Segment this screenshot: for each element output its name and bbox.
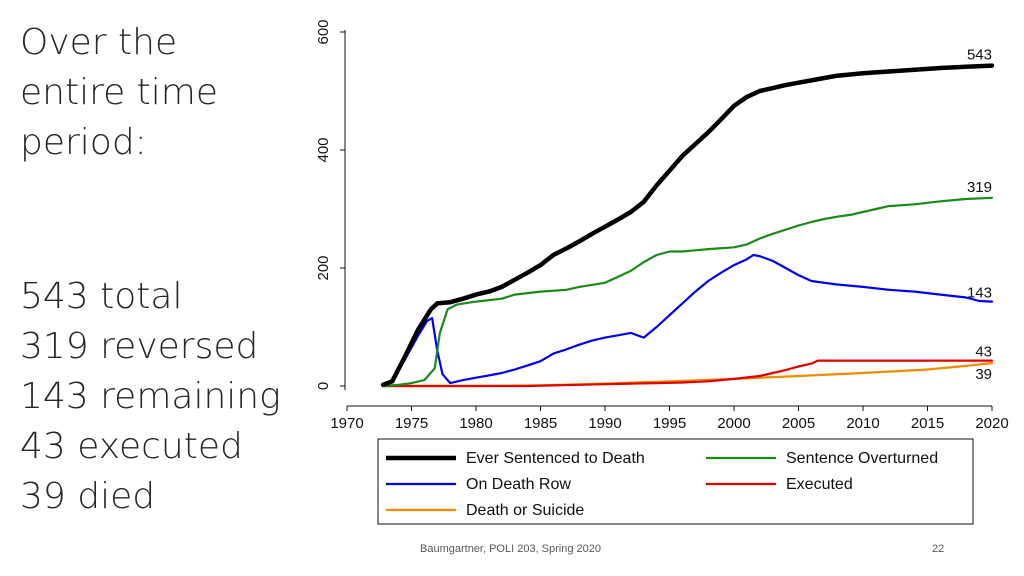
summary-list: 543 total 319 reversed 143 remaining 43 …	[20, 272, 281, 522]
y-tick-label: 400	[315, 137, 332, 162]
legend-box	[377, 438, 974, 525]
page-number: 22	[932, 543, 945, 555]
legend-label: Ever Sentenced to Death	[466, 450, 645, 467]
chart-lines	[380, 63, 995, 388]
x-tick-label: 2000	[717, 415, 750, 432]
legend-label: Executed	[786, 476, 853, 493]
series-end-label: 543	[967, 47, 992, 64]
death-sentence-line-chart: 0 200 400 600 1970 1975 1980 1985 1990 1995 2000 20…	[315, 20, 1009, 525]
series-line-executed	[381, 359, 994, 388]
x-tick-label: 2010	[846, 415, 879, 432]
footer-credit: Baumgartner, POLI 203, Spring 2020	[420, 543, 602, 555]
heading-line: entire time	[20, 72, 219, 113]
summary-executed: 43 executed	[20, 426, 243, 467]
legend-label: Death or Suicide	[466, 502, 584, 519]
heading-line: period:	[20, 122, 147, 163]
series-end-label: 43	[975, 344, 992, 361]
series-end-label: 39	[975, 366, 992, 383]
x-tick-label: 1980	[459, 415, 492, 432]
x-tick-label: 1975	[395, 415, 428, 432]
x-tick-label: 2005	[782, 415, 815, 432]
x-tick-label: 1990	[588, 415, 621, 432]
summary-reversed: 319 reversed	[20, 326, 259, 367]
heading-line: Over the	[20, 22, 178, 63]
series-end-label: 143	[967, 285, 992, 302]
series-end-label: 319	[967, 179, 992, 196]
chart-end-labels: 543 319 143 43 39	[967, 47, 992, 383]
summary-remaining: 143 remaining	[20, 376, 281, 417]
x-tick-label: 1995	[653, 415, 686, 432]
summary-died: 39 died	[20, 476, 156, 517]
series-line-on-death-row	[381, 253, 994, 386]
x-tick-label: 1985	[524, 415, 557, 432]
series-line-ever-sentenced-to-death	[380, 63, 995, 388]
chart-axes: 0 200 400 600 1970 1975 1980 1985 1990 1995 2000 20…	[315, 20, 1009, 432]
x-tick-label: 2015	[911, 415, 944, 432]
legend-label: On Death Row	[466, 476, 571, 493]
summary-total: 543 total	[20, 276, 183, 317]
slide-heading: Over the entire time period:	[20, 18, 218, 168]
chart-legend: Ever Sentenced to Death Sentence Overturn…	[377, 438, 974, 525]
series-line-sentence-overturned	[381, 196, 994, 388]
y-tick-label: 0	[315, 382, 332, 390]
x-tick-label: 2020	[975, 415, 1008, 432]
y-tick-label: 600	[315, 20, 332, 45]
legend-label: Sentence Overturned	[786, 450, 938, 467]
x-tick-label: 1970	[330, 415, 363, 432]
y-tick-label: 200	[315, 255, 332, 280]
